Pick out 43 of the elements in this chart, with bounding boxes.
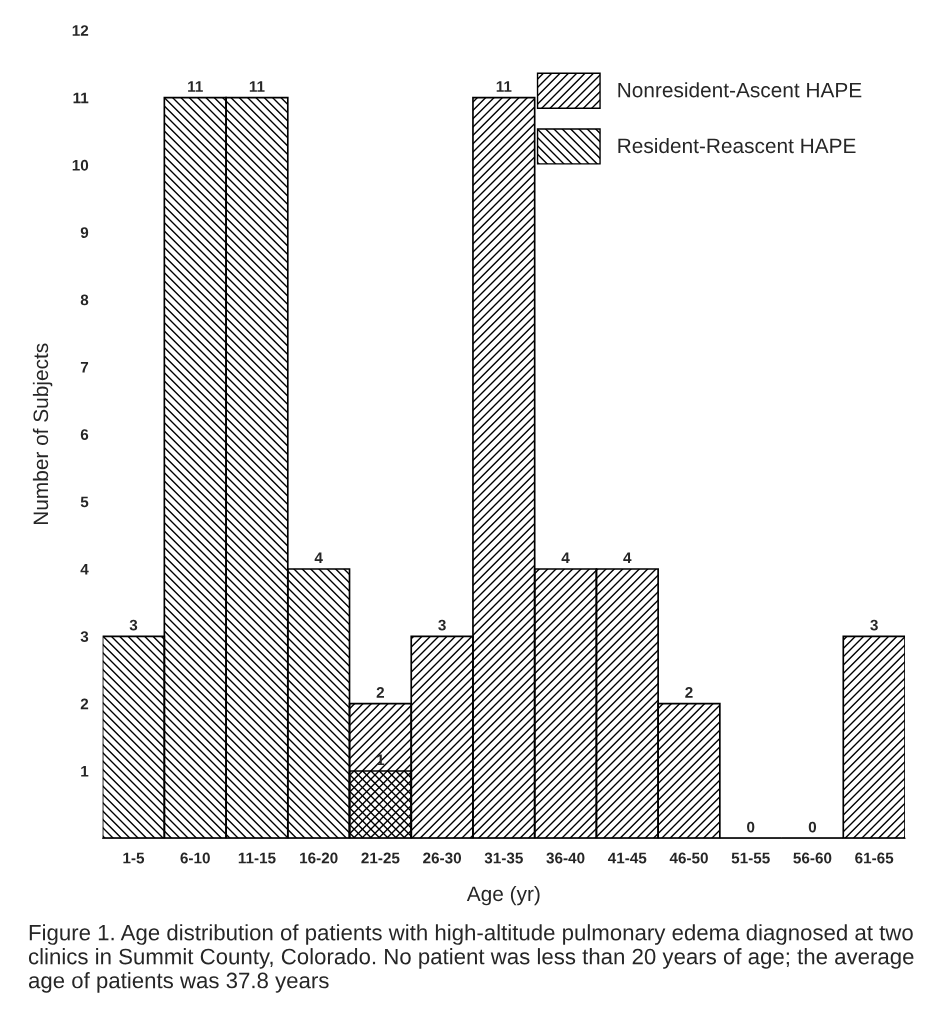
x-tick-label: 56-60 (793, 852, 832, 864)
x-tick-label: 6-10 (180, 852, 210, 864)
x-tick-label: 21-25 (361, 852, 400, 864)
x-tick-label: 1-5 (123, 852, 145, 864)
data-label: 11 (188, 81, 203, 92)
x-tick-label: 26-30 (423, 852, 462, 864)
x-tick-label: 36-40 (546, 852, 585, 864)
data-label: 3 (438, 619, 446, 631)
data-label: 11 (496, 81, 512, 92)
legend-label: Resident-Reascent HAPE (618, 137, 856, 154)
x-axis-title: Age (yr) (466, 885, 540, 906)
data-label: 2 (376, 687, 385, 698)
y-tick-label: 1 (81, 765, 89, 777)
x-tick-label: 11-15 (238, 852, 276, 864)
data-label: 11 (249, 81, 265, 92)
x-tick-label: 31-35 (484, 852, 523, 864)
data-label: 0 (747, 821, 755, 833)
data-label: 3 (870, 619, 878, 631)
data-label: 4 (561, 552, 570, 564)
y-tick-label: 3 (80, 631, 89, 643)
legend-label: Nonresident-Ascent HAPE (618, 82, 862, 98)
x-tick-label: 61-65 (855, 852, 894, 864)
y-tick-label: 12 (72, 25, 89, 36)
y-tick-label: 4 (80, 563, 89, 575)
data-label: 4 (623, 552, 632, 564)
caption: Figure 1. Age distribution of patients with high-altitude pulmonary edema diagnosed at two clinics in Summit County, Colorado. No patient was less than 20 years of age; the average age of patients was 37.8 years (28, 924, 914, 993)
y-axis-title: Number of Subjects (32, 343, 53, 525)
y-tick-label: 5 (80, 496, 89, 508)
y-tick-label: 10 (72, 159, 89, 171)
x-tick-label: 41-45 (607, 852, 647, 864)
x-tick-label: 51-55 (731, 852, 770, 864)
data-label: 0 (808, 821, 817, 833)
y-tick-label: 9 (80, 227, 89, 238)
y-tick-label: 6 (80, 429, 89, 440)
x-tick-label: 46-50 (669, 852, 708, 864)
y-tick-label: 7 (80, 361, 89, 373)
data-label: 2 (685, 687, 693, 698)
data-label: 3 (129, 619, 138, 631)
y-tick-label: 2 (80, 698, 89, 710)
y-tick-label: 8 (80, 294, 89, 306)
y-tick-label: 11 (73, 92, 89, 104)
x-tick-label: 16-20 (300, 852, 338, 864)
data-label: 4 (314, 552, 323, 564)
